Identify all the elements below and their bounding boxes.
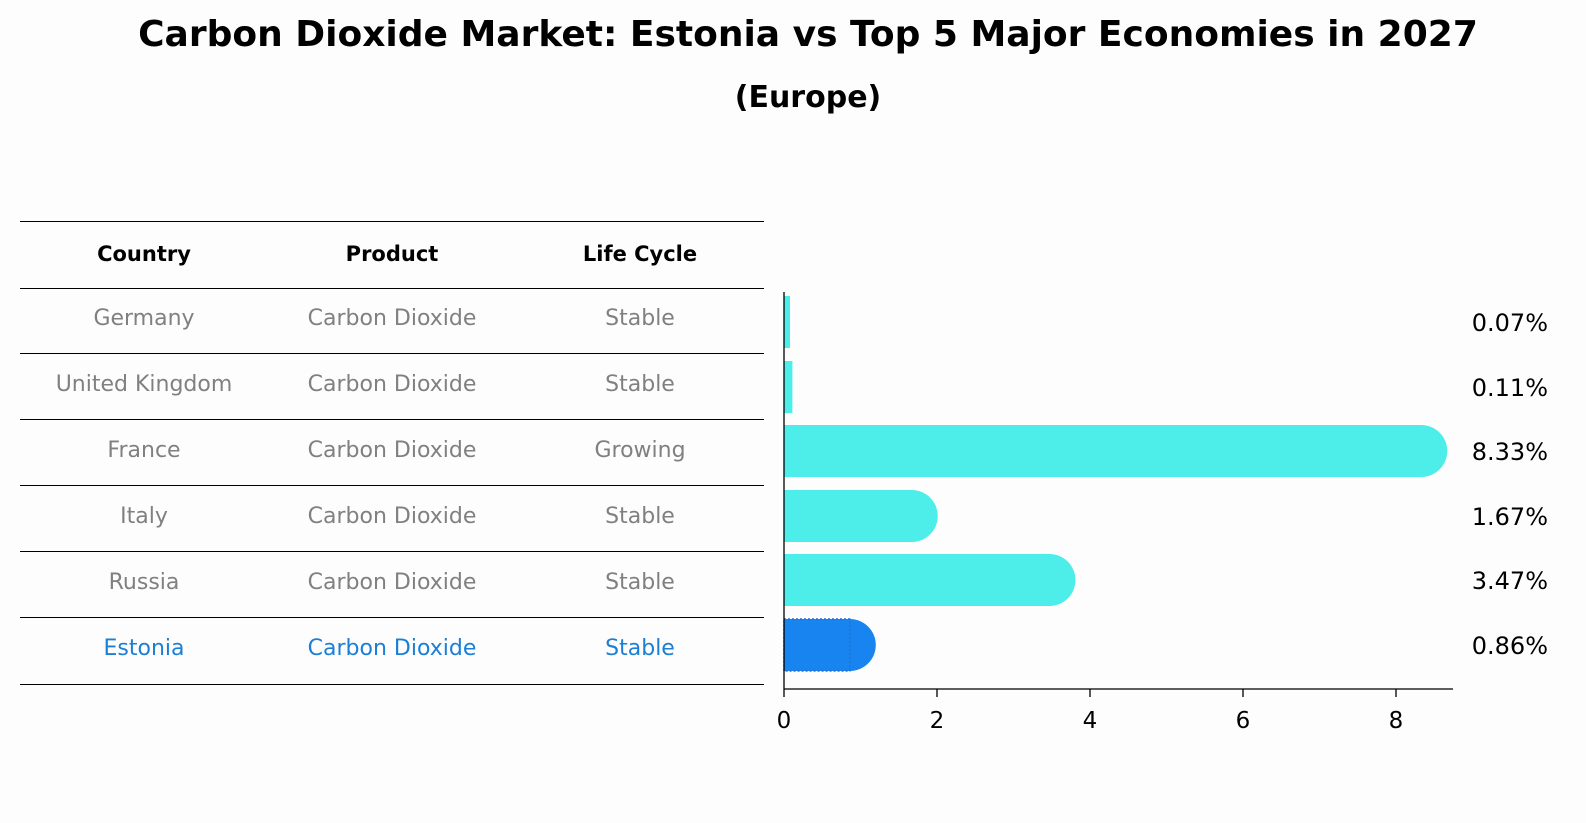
chart-subtitle: (Europe) bbox=[734, 80, 882, 115]
header-product: Product bbox=[345, 242, 439, 266]
x-tick-label: 0 bbox=[777, 708, 792, 734]
cell-product: Carbon Dioxide bbox=[307, 372, 477, 397]
x-tick-label: 8 bbox=[1389, 708, 1404, 734]
cell-product: Carbon Dioxide bbox=[307, 306, 477, 331]
bar-estonia bbox=[784, 619, 876, 671]
header-country: Country bbox=[97, 242, 191, 266]
chart-title: Carbon Dioxide Market: Estonia vs Top 5 … bbox=[138, 14, 1478, 55]
x-tick-label: 6 bbox=[1236, 708, 1251, 734]
table-rule bbox=[20, 419, 764, 420]
value-label: 0.86% bbox=[1472, 632, 1548, 660]
table-rule bbox=[20, 684, 764, 685]
bar-germany bbox=[784, 296, 790, 348]
value-label: 0.11% bbox=[1472, 374, 1548, 402]
value-label: 3.47% bbox=[1472, 567, 1548, 595]
cell-country: France bbox=[107, 438, 181, 463]
cell-country: Germany bbox=[93, 306, 195, 331]
cell-product: Carbon Dioxide bbox=[307, 570, 477, 595]
header-life-cycle: Life Cycle bbox=[582, 242, 698, 266]
value-label: 1.67% bbox=[1472, 503, 1548, 531]
cell-product: Carbon Dioxide bbox=[307, 504, 477, 529]
cell-country: Italy bbox=[120, 504, 168, 529]
table-rule bbox=[20, 551, 764, 552]
bar-russia bbox=[784, 554, 1076, 606]
cell-product: Carbon Dioxide bbox=[307, 636, 477, 661]
cell-life-cycle: Stable bbox=[605, 570, 675, 595]
table-rule bbox=[20, 288, 764, 289]
bar-italy bbox=[784, 490, 938, 542]
x-tick-label: 2 bbox=[930, 708, 945, 734]
cell-life-cycle: Stable bbox=[605, 306, 675, 331]
cell-life-cycle: Stable bbox=[605, 372, 675, 397]
table-rule bbox=[20, 617, 764, 618]
cell-country: United Kingdom bbox=[55, 372, 233, 397]
cell-life-cycle: Growing bbox=[594, 438, 686, 463]
cell-life-cycle: Stable bbox=[605, 636, 675, 661]
table-rule bbox=[20, 221, 764, 222]
table-rule bbox=[20, 353, 764, 354]
value-label: 0.07% bbox=[1472, 309, 1548, 337]
value-label: 8.33% bbox=[1472, 438, 1548, 466]
cell-product: Carbon Dioxide bbox=[307, 438, 477, 463]
bar-united-kingdom bbox=[784, 361, 793, 413]
cell-life-cycle: Stable bbox=[605, 504, 675, 529]
cell-country: Russia bbox=[108, 570, 180, 595]
x-tick-label: 4 bbox=[1083, 708, 1098, 734]
cell-country: Estonia bbox=[103, 636, 185, 661]
bar-france bbox=[784, 425, 1448, 477]
table-rule bbox=[20, 485, 764, 486]
